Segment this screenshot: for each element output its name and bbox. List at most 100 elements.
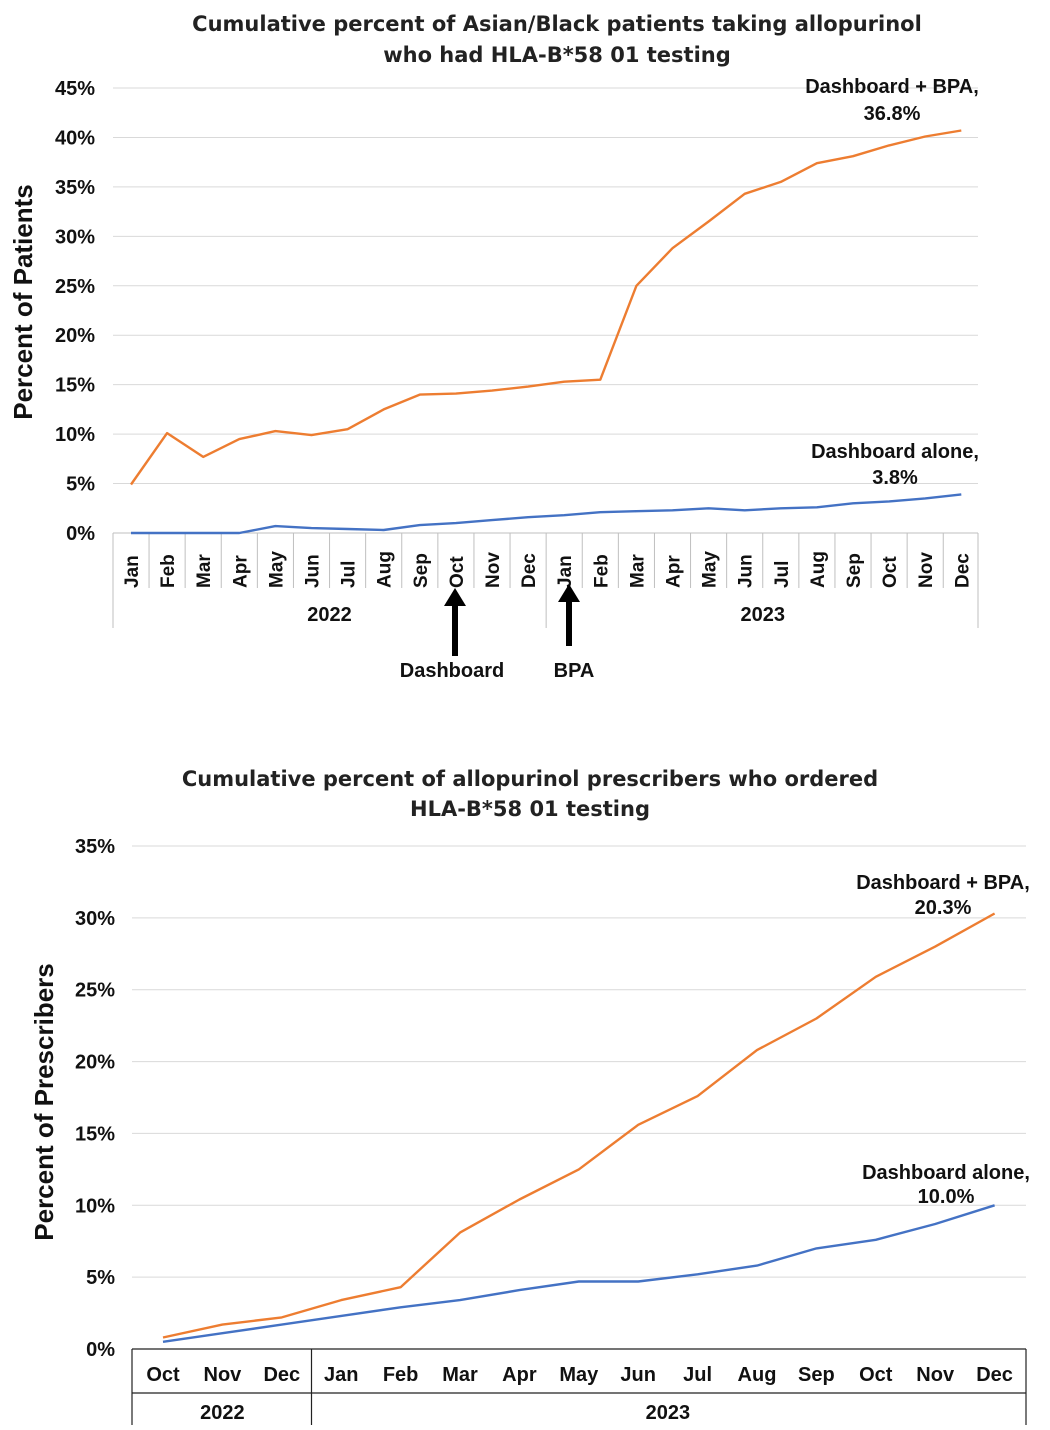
chart2-annotation-alone-line2: 10.0% (918, 1186, 975, 1208)
x-tick-label: Feb (383, 1364, 419, 1386)
chart1-annotation-alone: Dashboard alone, 3.8% (811, 441, 979, 489)
chart2-y-tick-labels: 0% 5% 10% 15% 20% 25% 30% 35% (75, 836, 115, 1361)
x-tick-label: Sep (844, 553, 865, 588)
year-group-label: 2022 (200, 1402, 245, 1424)
x-tick-label: Dec (519, 553, 540, 588)
chart1-series (130, 129, 962, 535)
x-tick-label: Jan (555, 555, 576, 588)
x-tick-label: Jun (620, 1364, 656, 1386)
chart2-annotation-bpa-line1: Dashboard + BPA, (856, 872, 1030, 894)
y-tick-label: 30% (55, 226, 95, 248)
y-tick-label: 0% (66, 523, 95, 545)
x-tick-label: Apr (502, 1364, 537, 1386)
x-tick-label: Feb (158, 554, 179, 588)
series-line (162, 912, 996, 1339)
chart2-x-axis: Oct Nov Dec Jan Feb Mar Apr May Jun Jul Aug Sep Oct N… (131, 1349, 1027, 1425)
x-tick-label: Nov (483, 552, 504, 588)
x-tick-label: Mar (442, 1364, 478, 1386)
chart2-title-line1: Cumulative percent of allopurinol prescr… (182, 767, 878, 791)
arrow-head-icon (558, 584, 580, 602)
x-tick-label: Aug (808, 551, 829, 588)
y-tick-label: 40% (55, 127, 95, 149)
x-tick-label: Dec (263, 1364, 300, 1386)
x-tick-label: Aug (738, 1364, 777, 1386)
y-tick-label: 45% (55, 78, 95, 100)
chart1-arrow-dashboard-label: Dashboard (400, 660, 504, 682)
chart2-y-axis-label: Percent of Prescribers (29, 963, 59, 1240)
y-tick-label: 15% (55, 375, 95, 397)
y-tick-label: 5% (66, 474, 95, 496)
x-tick-label: Nov (916, 552, 937, 588)
x-tick-label: Sep (411, 553, 432, 588)
series-line (162, 1204, 995, 1343)
y-tick-label: 20% (55, 325, 95, 347)
chart1-annotation-bpa: Dashboard + BPA, 36.8% (805, 76, 979, 125)
y-tick-label: 25% (75, 980, 115, 1002)
chart2-annotation-alone: Dashboard alone, 10.0% (862, 1162, 1030, 1208)
chart1-arrow-bpa: BPA (554, 584, 595, 682)
prescribers-chart: Cumulative percent of allopurinol prescr… (29, 767, 1030, 1425)
chart2-title-line2: HLA-B*58 01 testing (410, 797, 650, 821)
x-tick-label: Nov (204, 1364, 243, 1386)
x-tick-label: May (700, 551, 721, 588)
x-tick-label: Feb (591, 554, 612, 588)
x-tick-label: Mar (194, 554, 215, 588)
x-tick-label: Nov (916, 1364, 955, 1386)
y-tick-label: 35% (55, 177, 95, 199)
chart1-annotation-alone-line2: 3.8% (872, 467, 918, 489)
x-tick-label: Sep (798, 1364, 835, 1386)
x-tick-label: Apr (664, 555, 685, 588)
y-tick-label: 25% (55, 276, 95, 298)
chart1-arrow-dashboard: Dashboard (400, 588, 504, 682)
x-tick-label: Jan (324, 1364, 358, 1386)
x-tick-label: Jul (772, 561, 793, 588)
chart1-title-line1: Cumulative percent of Asian/Black patien… (192, 12, 922, 36)
x-tick-label: Mar (627, 554, 648, 588)
chart1-arrow-bpa-label: BPA (554, 660, 595, 682)
chart1-annotation-alone-line1: Dashboard alone, (811, 441, 979, 463)
chart1-gridlines (113, 87, 978, 534)
arrow-head-icon (444, 588, 466, 606)
x-tick-label: May (266, 551, 287, 588)
x-tick-label: Dec (952, 553, 973, 588)
x-tick-label: Oct (146, 1364, 180, 1386)
chart2-annotation-alone-line1: Dashboard alone, (862, 1162, 1030, 1184)
y-tick-label: 0% (86, 1339, 115, 1361)
year-group-label: 2023 (741, 604, 786, 626)
x-tick-label: May (559, 1364, 599, 1386)
chart1-x-axis: Jan Feb Mar Apr May Jun Jul Aug Sep Oct Nov Dec Jan F… (112, 533, 979, 628)
y-tick-label: 30% (75, 908, 115, 930)
y-tick-label: 15% (75, 1123, 115, 1145)
x-tick-label: Jul (683, 1364, 712, 1386)
x-tick-label: Oct (880, 556, 901, 588)
series-line (131, 493, 962, 535)
y-tick-label: 35% (75, 836, 115, 858)
series-line (130, 129, 962, 486)
year-group-label: 2022 (307, 604, 352, 626)
chart2-gridlines (132, 845, 1026, 1350)
year-group-label: 2023 (646, 1402, 691, 1424)
x-tick-label: Jun (303, 554, 324, 588)
y-tick-label: 5% (86, 1267, 115, 1289)
chart2-annotation-bpa-line2: 20.3% (915, 897, 972, 919)
y-tick-label: 10% (55, 424, 95, 446)
chart1-annotation-bpa-line1: Dashboard + BPA, (805, 76, 979, 98)
chart1-title-line2: who had HLA-B*58 01 testing (383, 43, 731, 67)
x-tick-label: Dec (976, 1364, 1013, 1386)
chart2-series (162, 912, 996, 1343)
chart1-annotation-bpa-line2: 36.8% (864, 103, 921, 125)
x-tick-label: Jul (339, 561, 360, 588)
x-tick-label: Jan (122, 555, 143, 588)
chart1-y-axis-label: Percent of Patients (8, 184, 38, 420)
patients-chart: Cumulative percent of Asian/Black patien… (8, 12, 979, 682)
x-tick-label: Oct (447, 556, 468, 588)
x-tick-label: Oct (859, 1364, 893, 1386)
x-tick-label: Apr (230, 555, 251, 588)
y-tick-label: 20% (75, 1052, 115, 1074)
chart2-annotation-bpa: Dashboard + BPA, 20.3% (856, 872, 1030, 919)
x-tick-label: Jun (736, 554, 757, 588)
chart1-y-tick-labels: 0% 5% 10% 15% 20% 25% 30% 35% 40% 45% (55, 78, 95, 545)
x-tick-label: Aug (375, 551, 396, 588)
y-tick-label: 10% (75, 1195, 115, 1217)
